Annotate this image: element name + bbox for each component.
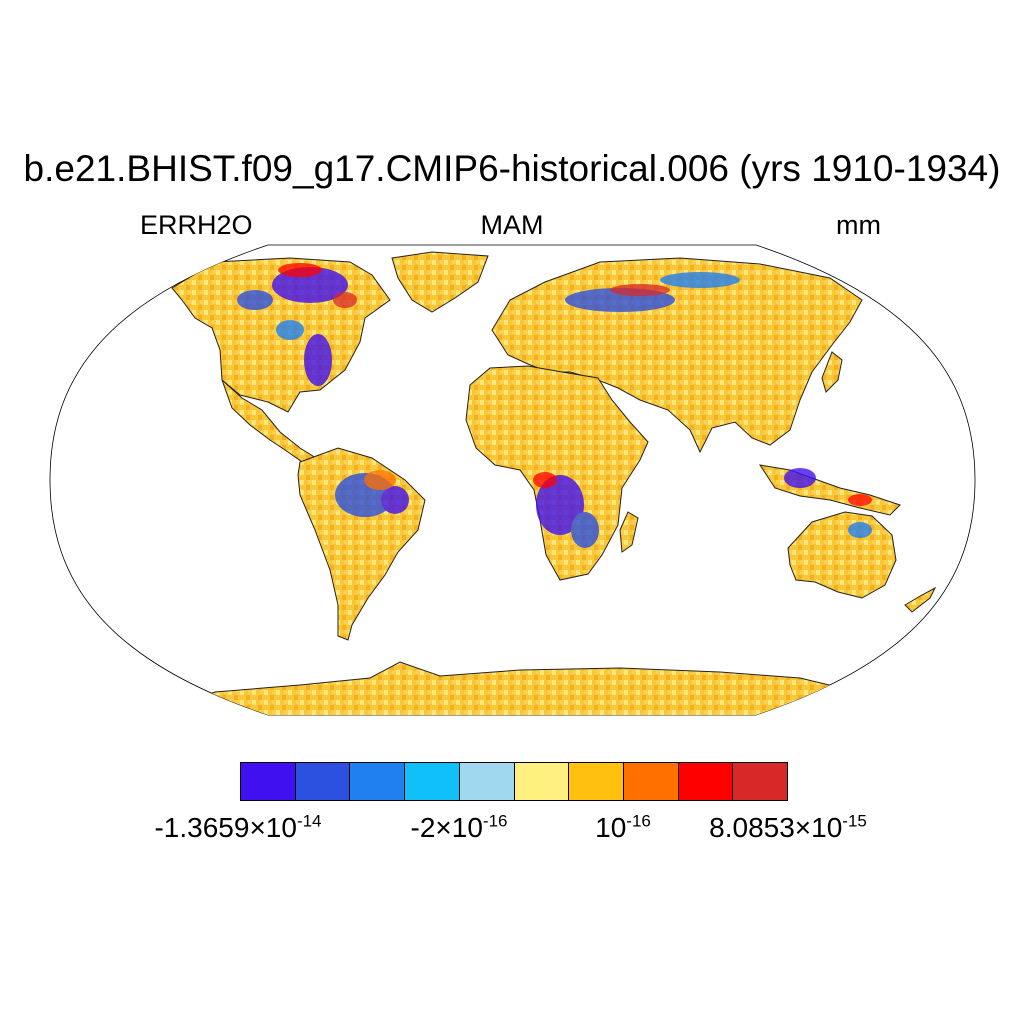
colorbar-swatch-6 [569, 763, 624, 800]
africa [465, 365, 649, 581]
season-label: MAM [480, 210, 544, 240]
plot-title: b.e21.BHIST.f09_g17.CMIP6-historical.006… [23, 148, 1001, 189]
colorbar-swatch-9 [733, 763, 788, 800]
colorbar-label-neg: -2×10-16 [410, 811, 508, 843]
greenland [391, 251, 489, 313]
madagascar [619, 511, 639, 553]
positive-anomaly-patches [278, 263, 872, 506]
colorbar-label-min: -1.3659×10-14 [154, 811, 322, 843]
units-label: mm [836, 210, 881, 240]
new-zealand [904, 586, 937, 613]
colorbar-swatch-1 [295, 763, 351, 800]
colorbar-swatch-7 [623, 763, 679, 800]
colorbar-swatch-8 [678, 763, 734, 800]
colorbar-label-max: 8.0853×10-15 [709, 811, 867, 843]
colorbar [240, 762, 788, 801]
colorbar-swatch-0 [241, 763, 296, 800]
colorbar-swatch-5 [514, 763, 570, 800]
colorbar-label-pos: 10-16 [595, 811, 651, 843]
variable-label: ERRH2O [140, 210, 253, 240]
land-masses [99, 251, 937, 715]
colorbar-swatch-2 [350, 763, 406, 800]
colorbar-swatch-4 [459, 763, 515, 800]
colorbar-swatch-3 [405, 763, 460, 800]
antarctica [99, 661, 922, 715]
japan [821, 351, 843, 393]
